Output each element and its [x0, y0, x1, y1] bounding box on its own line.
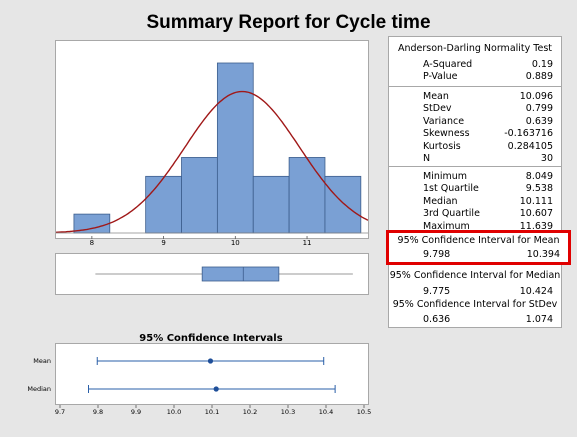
statistics-table: Anderson-Darling Normality Test A-Square…	[388, 36, 562, 328]
ci-tick-label: 9.9	[131, 408, 141, 416]
ci-tick-label: 10.2	[243, 408, 257, 416]
quartile-row: Minimum 8.049	[389, 171, 561, 183]
histogram-bar	[252, 175, 290, 234]
ci-tick-label: 9.7	[55, 408, 65, 416]
ci-mean-highlight: 95% Confidence Interval for Mean 9.798 1…	[386, 230, 571, 265]
ci-mean-upper: 10.394	[526, 249, 560, 260]
normality-label: A-Squared	[423, 59, 473, 70]
descriptive-label: N	[423, 153, 431, 164]
divider	[389, 86, 561, 87]
normal-fit-curve	[55, 90, 369, 233]
ci-plot-title-text: 95% Confidence Intervals	[139, 333, 282, 344]
boxplot-box	[201, 266, 280, 282]
histogram-bar	[216, 62, 254, 234]
histogram-panel	[55, 40, 369, 239]
descriptive-label: Skewness	[423, 128, 470, 140]
histogram-bar	[324, 175, 362, 234]
ci-tick-label: 10.5	[357, 408, 371, 416]
descriptive-label: Variance	[423, 115, 465, 127]
quartile-label: 3rd Quartile	[423, 208, 480, 220]
quartile-row: Maximum 11.639	[389, 221, 561, 233]
quartile-label: Minimum	[423, 171, 468, 182]
ci-category-label: Median	[27, 385, 51, 393]
descriptive-value: 0.284105	[507, 140, 553, 152]
ci-plot-chart	[88, 357, 336, 393]
ci-estimate-point	[213, 386, 219, 392]
quartile-value: 9.538	[525, 183, 553, 195]
normality-label: P-Value	[423, 71, 458, 83]
histogram-bar	[145, 175, 182, 234]
histogram-tick-label: 9	[161, 239, 165, 247]
histogram-bar	[288, 157, 326, 234]
ci-median-heading: 95% Confidence Interval for Median	[389, 270, 561, 281]
descriptive-value: 30	[540, 153, 553, 164]
ci-tick-label: 10.3	[281, 408, 295, 416]
ci-median-lower: 9.775	[423, 286, 451, 297]
ci-tick-label: 10.1	[205, 408, 219, 416]
ci-stdev-heading: 95% Confidence Interval for StDev	[392, 299, 558, 310]
descriptive-row: Mean 10.096	[389, 91, 561, 103]
ci-tick-label: 10.0	[167, 408, 181, 416]
normality-row: P-Value 0.889	[389, 71, 561, 83]
ci-median-upper: 10.424	[519, 286, 553, 297]
ci-plot-title: 95% Confidence Intervals	[139, 333, 282, 344]
quartile-value: 8.049	[525, 171, 553, 182]
descriptive-row: Variance 0.639	[389, 116, 561, 128]
normality-row: A-Squared 0.19	[389, 59, 561, 71]
quartile-row: Median 10.111	[389, 196, 561, 208]
normality-heading: Anderson-Darling Normality Test	[398, 43, 552, 54]
ci-tick-label: 10.4	[319, 408, 333, 416]
ci-mean-heading: 95% Confidence Interval for Mean	[397, 235, 560, 246]
descriptive-row: StDev 0.799	[389, 103, 561, 115]
descriptive-label: Kurtosis	[423, 140, 461, 152]
descriptive-value: 10.096	[519, 91, 553, 102]
histogram-tick-label: 11	[303, 239, 312, 247]
descriptive-value: 0.639	[525, 115, 553, 127]
quartile-value: 10.111	[519, 195, 553, 207]
descriptive-label: StDev	[423, 103, 452, 115]
histogram-tick-label: 8	[90, 239, 94, 247]
ci-median-row: 9.775 10.424	[389, 286, 561, 298]
quartile-value: 11.639	[519, 220, 553, 232]
descriptive-row: Kurtosis 0.284105	[389, 141, 561, 153]
ci-stdev-upper: 1.074	[525, 314, 553, 325]
quartile-row: 1st Quartile 9.538	[389, 183, 561, 195]
ci-stdev-row: 0.636 1.074	[389, 314, 561, 326]
ci-stdev-lower: 0.636	[423, 314, 451, 325]
histogram-bar	[181, 157, 218, 234]
ci-estimate-point	[207, 358, 214, 364]
quartile-row: 3rd Quartile 10.607	[389, 208, 561, 220]
histogram-chart	[55, 62, 369, 234]
normality-value: 0.889	[525, 71, 553, 83]
ci-plot-panel	[55, 343, 369, 405]
descriptive-row: N 30	[389, 153, 561, 165]
divider	[389, 166, 561, 167]
histogram-tick-label: 10	[231, 239, 240, 247]
histogram-x-axis: 8 9 10 11	[90, 236, 312, 247]
quartile-label: 1st Quartile	[423, 183, 479, 195]
descriptive-value: 0.799	[525, 103, 553, 115]
boxplot-panel	[55, 253, 369, 295]
quartile-value: 10.607	[519, 208, 553, 220]
ci-tick-label: 9.8	[93, 408, 103, 416]
quartile-label: Median	[423, 195, 458, 207]
ci-category-label: Mean	[33, 357, 51, 365]
boxplot-chart	[95, 266, 353, 282]
descriptive-value: -0.163716	[504, 128, 553, 140]
normality-value: 0.19	[531, 59, 553, 70]
descriptive-row: Skewness -0.163716	[389, 128, 561, 140]
quartile-label: Maximum	[423, 220, 470, 232]
ci-mean-lower: 9.798	[423, 249, 451, 260]
report-title: Summary Report for Cycle time	[146, 12, 431, 33]
descriptive-label: Mean	[423, 91, 449, 102]
ci-plot-axes: Mean Median 9.7 9.8 9.9 10.0 10.1 10.2 10.3 10.4 1…	[27, 357, 371, 416]
